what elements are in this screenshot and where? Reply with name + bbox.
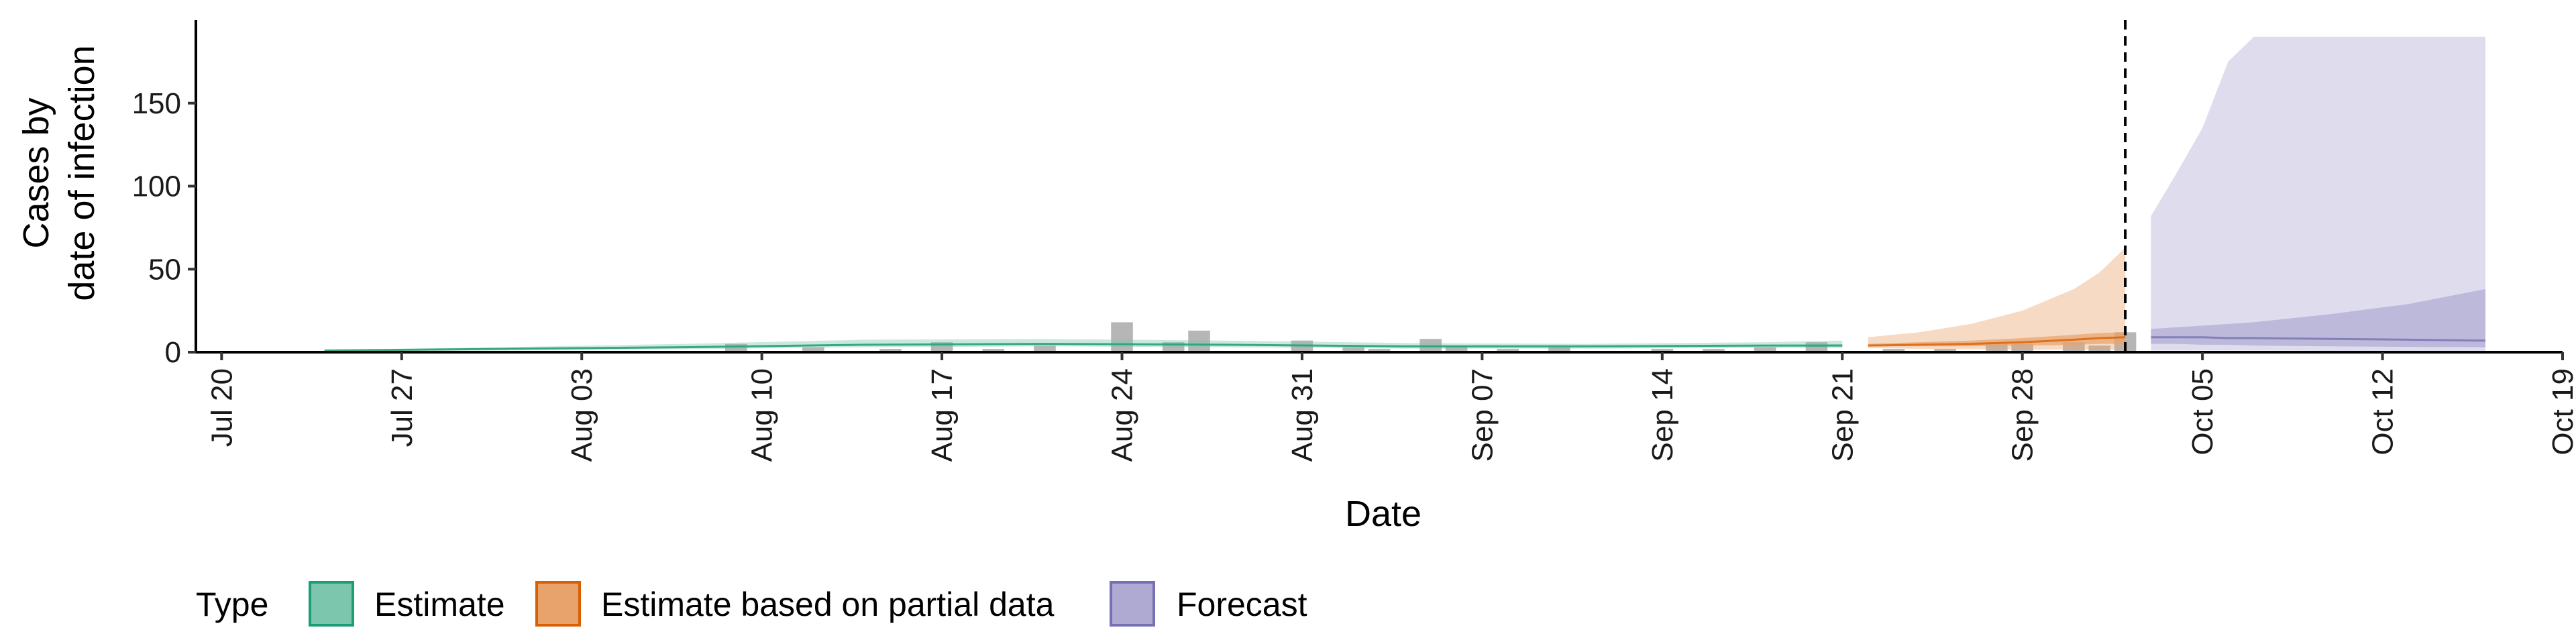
y-axis-ticks: 0 50 100 150 [132, 87, 196, 369]
observed-bar [1188, 330, 1210, 352]
x-tick-label: Oct 05 [2186, 368, 2219, 455]
observed-bar [1703, 349, 1725, 352]
observed-bar [1754, 347, 1776, 352]
x-tick-label: Aug 03 [566, 368, 598, 462]
observed-bar [1934, 349, 1956, 352]
x-tick-label: Sep 07 [1466, 368, 1499, 462]
observed-bar [802, 347, 824, 352]
x-tick-label: Aug 10 [746, 368, 779, 462]
y-tick-label: 0 [165, 336, 181, 369]
x-tick-label: Aug 17 [926, 368, 959, 462]
x-tick-label: Sep 14 [1646, 368, 1679, 462]
x-tick-label: Oct 12 [2367, 368, 2400, 455]
x-tick-label: Aug 31 [1286, 368, 1319, 462]
legend-key-partial [535, 581, 581, 627]
observed-bar [1342, 347, 1364, 352]
observed-bar [1111, 322, 1133, 352]
legend-title: Type [196, 586, 268, 623]
y-axis-title-line1: Cases by [16, 97, 56, 248]
x-axis-title: Date [1345, 494, 1421, 534]
band-90-1 [1868, 248, 2126, 350]
legend: Type Estimate Estimate based on partial … [196, 581, 1307, 627]
y-tick-label: 50 [148, 253, 181, 286]
band-50-2 [2151, 288, 2485, 347]
band-50-1 [1868, 332, 2126, 347]
observed-bar [1445, 345, 1468, 352]
observed-bar [1368, 349, 1391, 352]
legend-label-partial: Estimate based on partial data [601, 586, 1055, 623]
y-axis-title-line2: date of infection [62, 45, 102, 301]
y-tick-label: 150 [132, 87, 181, 120]
observed-bar [1034, 345, 1056, 352]
legend-label-estimate: Estimate [374, 586, 505, 623]
x-tick-label: Jul 27 [386, 368, 419, 447]
legend-label-forecast: Forecast [1177, 586, 1307, 623]
x-tick-label: Aug 24 [1106, 368, 1139, 462]
observed-bar [1882, 349, 1905, 352]
median-line-2 [2151, 336, 2486, 342]
median-line-1 [1868, 336, 2126, 347]
band-90-0 [324, 339, 1843, 352]
x-axis-ticks: Jul 20 Jul 27 Aug 03 Aug 10 Aug 17 Aug 24 Aug … [205, 352, 2576, 462]
observed-bar [2088, 345, 2111, 352]
x-tick-label: Sep 28 [2006, 368, 2039, 462]
observed-bar [879, 349, 902, 352]
x-tick-label: Oct 19 [2546, 368, 2576, 455]
legend-key-forecast [1110, 581, 1155, 627]
observed-bar [1548, 347, 1570, 352]
median-lines [324, 336, 2486, 352]
estimate-bands [324, 36, 2485, 352]
median-line-0 [324, 343, 1843, 352]
legend-key-estimate [309, 581, 354, 627]
x-tick-label: Sep 21 [1826, 368, 1859, 462]
band-90-2 [2151, 36, 2485, 352]
x-tick-label: Jul 20 [205, 368, 238, 447]
observed-bar [1651, 349, 1674, 352]
observed-bar [982, 349, 1005, 352]
y-tick-label: 100 [132, 170, 181, 203]
observed-bar [1497, 349, 1519, 352]
axes: 0 50 100 150 Jul 20 Jul 27 Aug 03 Aug 10 Aug 17… [132, 20, 2576, 462]
observed-bar [2011, 343, 2033, 352]
